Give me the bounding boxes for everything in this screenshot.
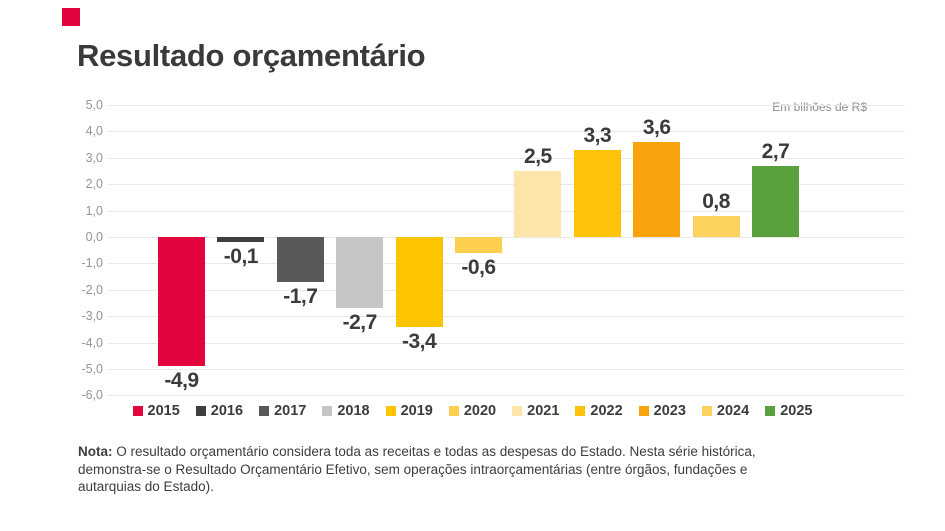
legend-item-2021: 2021 [512, 403, 559, 419]
legend-swatch [701, 406, 712, 416]
y-axis-tick-label: -6,0 [81, 388, 103, 403]
bar-2024 [692, 215, 740, 237]
footnote-text: O resultado orçamentário considera toda … [116, 444, 756, 459]
y-axis-tick-label: -5,0 [81, 362, 103, 376]
legend-label: 2024 [716, 403, 750, 419]
bar-value-label: 3,6 [642, 116, 671, 139]
bar-2022 [573, 149, 621, 237]
bar-2015 [158, 237, 205, 367]
gridline [108, 342, 905, 344]
legend-swatch [448, 406, 459, 416]
bar-value-label: 2,7 [761, 139, 790, 163]
gridline [108, 237, 905, 238]
bar-value-label: 3,3 [583, 123, 612, 147]
legend-item-2024: 2024 [701, 403, 750, 419]
legend-swatch [322, 406, 333, 416]
chart-legend: 2015 2016 2017 2018 2019 2020 2021 2022 2023 2024… [0, 403, 945, 419]
legend-label: 2016 [210, 403, 244, 419]
legend-item-2025: 2025 [765, 403, 812, 419]
y-axis-tick-label: 1,0 [85, 203, 103, 218]
legend-label: 2021 [527, 403, 560, 419]
y-axis-tick-label: 5,0 [85, 98, 103, 112]
gridline [108, 289, 905, 291]
bar-2020 [455, 237, 502, 253]
y-axis-tick-label: 0,0 [85, 230, 103, 244]
y-axis-tick-label: -4,0 [81, 335, 103, 350]
legend-swatch [132, 406, 143, 416]
bar-2018 [336, 237, 384, 309]
legend-swatch [765, 406, 776, 416]
bar-value-label: -2,7 [342, 311, 378, 335]
bar-value-label: -1,7 [283, 284, 318, 308]
bar-value-label: 2,5 [524, 145, 552, 168]
legend-label: 2025 [780, 403, 813, 419]
legend-swatch [385, 406, 396, 416]
legend-item-2022: 2022 [575, 403, 623, 419]
gridline [108, 369, 905, 370]
legend-item-2018: 2018 [322, 403, 370, 419]
y-axis-tick-label: 4,0 [85, 124, 103, 139]
legend-item-2023: 2023 [638, 403, 686, 419]
gridline [108, 184, 905, 186]
bar-2021 [514, 171, 562, 237]
bar-value-label: -0,6 [461, 255, 496, 279]
footnote: Nota: O resultado orçamentário considera… [78, 443, 756, 496]
legend-swatch [638, 406, 649, 416]
legend-item-2019: 2019 [385, 403, 433, 419]
footnote-line: autarquias do Estado). [78, 479, 214, 494]
legend-label: 2015 [147, 403, 180, 419]
page-title: Resultado orçamentário [77, 38, 426, 73]
bar-2016 [217, 237, 265, 242]
brand-accent-square [62, 8, 80, 26]
legend-swatch [195, 406, 206, 416]
legend-label: 2017 [274, 403, 307, 419]
gridline [108, 263, 905, 265]
footnote-line: Nota: O resultado orçamentário considera… [78, 443, 756, 461]
legend-swatch [575, 406, 586, 416]
gridline [108, 210, 905, 212]
legend-item-2015: 2015 [132, 403, 180, 419]
bar-2023 [633, 142, 681, 237]
legend-item-2020: 2020 [448, 403, 497, 419]
y-axis-tick-label: 3,0 [85, 150, 103, 165]
legend-item-2016: 2016 [195, 403, 244, 419]
gridline [108, 105, 905, 106]
bar-value-label: -3,4 [402, 329, 437, 353]
y-axis-tick-label: 2,0 [85, 177, 103, 192]
legend-swatch [259, 406, 270, 416]
gridline [108, 316, 905, 318]
gridline [108, 395, 905, 397]
y-axis-tick-label: -3,0 [81, 309, 103, 324]
legend-label: 2023 [653, 403, 686, 419]
legend-label: 2018 [337, 403, 370, 419]
legend-label: 2022 [590, 403, 623, 419]
bar-2019 [395, 237, 443, 327]
legend-label: 2019 [400, 403, 433, 419]
footnote-line: demonstra-se o Resultado Orçamentário Ef… [78, 461, 748, 477]
y-axis-tick-label: -2,0 [81, 282, 103, 297]
y-axis-tick-label: -1,0 [81, 256, 103, 271]
footnote-label: Nota: [78, 444, 113, 459]
bar-2025 [752, 165, 799, 237]
legend-swatch [512, 406, 523, 416]
unit-label: Em bilhões de R$ [772, 100, 867, 114]
legend-label: 2020 [463, 403, 497, 419]
gridline [108, 157, 905, 159]
gridline [108, 131, 905, 133]
bar-value-label: 0,8 [702, 189, 730, 213]
bar-value-label: -4,9 [164, 369, 199, 393]
legend-item-2017: 2017 [259, 403, 306, 419]
bar-2017 [276, 237, 324, 282]
bar-value-label: -0,1 [223, 244, 259, 268]
